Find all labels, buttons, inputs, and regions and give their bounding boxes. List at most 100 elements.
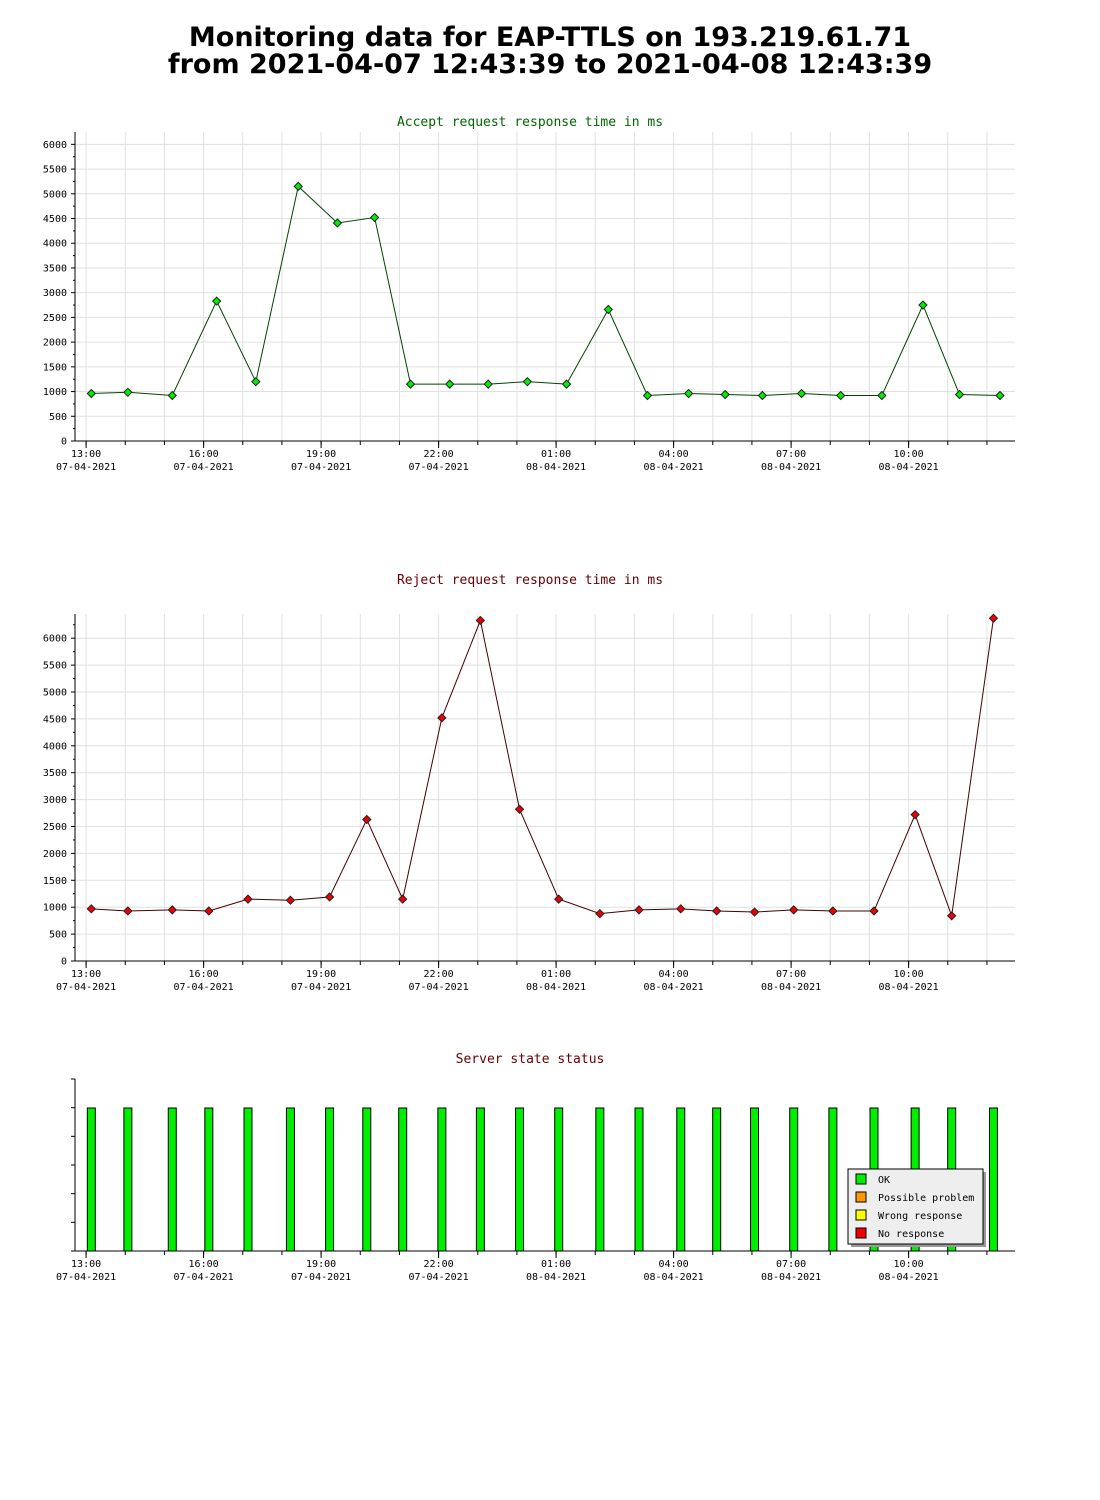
data-point: [285, 895, 296, 905]
status-bar: [789, 1107, 799, 1252]
x-tick-time-label: 01:00: [541, 969, 571, 980]
data-point: [946, 911, 957, 921]
data-point: [522, 376, 533, 387]
x-tick-date-label: 07-04-2021: [408, 1272, 468, 1283]
status-bar: [325, 1107, 335, 1252]
data-point: [749, 907, 760, 917]
data-point: [362, 814, 372, 825]
y-tick-label: 1500: [43, 362, 67, 373]
y-tick-label: 2000: [43, 338, 67, 349]
x-tick-time-label: 07:00: [776, 1259, 806, 1270]
title-line-2: from 2021-04-07 12:43:39 to 2021-04-08 1…: [167, 49, 933, 80]
status-bar: [712, 1107, 722, 1252]
data-point: [954, 389, 965, 400]
status-bar: [554, 1107, 564, 1252]
data-point: [369, 212, 380, 223]
status-bar: [285, 1107, 295, 1252]
x-tick-time-label: 04:00: [659, 969, 689, 980]
x-tick-time-label: 19:00: [306, 449, 336, 460]
x-tick-time-label: 19:00: [306, 1259, 336, 1270]
legend-box: [847, 1168, 984, 1245]
data-point: [988, 613, 999, 624]
y-tick-label: 3500: [43, 768, 67, 779]
x-tick-time-label: 19:00: [306, 969, 336, 980]
x-tick-date-label: 08-04-2021: [643, 1272, 703, 1283]
legend-swatch: [855, 1191, 867, 1203]
chart-3: Server state status 13:00 07-04-2021 16:00 0…: [56, 1052, 1015, 1283]
x-tick-time-label: 22:00: [424, 1259, 454, 1270]
status-bar: [243, 1107, 253, 1252]
y-tick-label: 4500: [43, 714, 67, 725]
y-tick-label: 1500: [43, 876, 67, 887]
y-tick-label: 1000: [43, 387, 67, 398]
x-tick-date-label: 07-04-2021: [173, 1272, 233, 1283]
x-tick-date-label: 08-04-2021: [761, 982, 821, 993]
data-point: [444, 379, 455, 389]
status-bar: [634, 1107, 644, 1252]
series-line: [91, 185, 1000, 397]
y-tick-label: 3500: [43, 263, 67, 274]
x-tick-date-label: 08-04-2021: [878, 462, 938, 473]
chart-1: Accept request response time in ms 0 500 10…: [43, 115, 1015, 473]
x-tick-date-label: 07-04-2021: [291, 462, 351, 473]
x-tick-date-label: 08-04-2021: [526, 1272, 586, 1283]
status-bar: [515, 1107, 525, 1252]
data-point: [167, 390, 177, 401]
data-point: [711, 906, 722, 916]
x-tick-time-label: 13:00: [71, 449, 101, 460]
data-point: [86, 904, 97, 914]
chart-title: Reject request response time in ms: [397, 573, 663, 588]
title-line-1: Monitoring data for EAP-TTLS on 193.219.…: [188, 22, 912, 53]
y-tick-label: 2500: [43, 313, 67, 324]
data-point: [293, 181, 303, 192]
x-tick-date-label: 08-04-2021: [526, 462, 586, 473]
x-tick-time-label: 16:00: [189, 969, 219, 980]
data-point: [204, 906, 214, 916]
x-tick-time-label: 16:00: [189, 449, 219, 460]
data-point: [828, 906, 838, 916]
status-bar: [398, 1107, 408, 1252]
legend-label: OK: [878, 1175, 890, 1186]
status-bar: [750, 1107, 760, 1252]
x-tick-time-label: 04:00: [659, 1259, 689, 1270]
y-tick-label: 6000: [43, 634, 67, 645]
data-point: [514, 804, 525, 814]
x-tick-date-label: 07-04-2021: [408, 982, 468, 993]
data-point: [918, 300, 928, 310]
legend-swatch: [855, 1173, 867, 1185]
y-tick-label: 0: [61, 437, 67, 448]
y-tick-label: 2000: [43, 849, 67, 860]
data-point: [995, 390, 1005, 401]
legend-swatch: [855, 1209, 867, 1221]
x-tick-date-label: 07-04-2021: [56, 462, 116, 473]
x-tick-date-label: 07-04-2021: [173, 462, 233, 473]
data-point: [789, 905, 799, 915]
data-point: [595, 908, 605, 919]
x-tick-time-label: 13:00: [71, 1259, 101, 1270]
data-point: [561, 379, 572, 389]
data-point: [251, 376, 261, 387]
status-bar: [167, 1107, 177, 1252]
data-point: [123, 387, 133, 398]
x-tick-time-label: 13:00: [71, 969, 101, 980]
data-point: [243, 894, 253, 904]
data-point: [483, 379, 493, 389]
y-tick-label: 4500: [43, 214, 67, 225]
status-bar: [362, 1107, 372, 1252]
x-tick-date-label: 07-04-2021: [56, 1272, 116, 1283]
x-tick-date-label: 08-04-2021: [761, 1272, 821, 1283]
data-point: [167, 905, 177, 915]
data-point: [676, 904, 686, 914]
legend-label: Possible problem: [878, 1193, 974, 1204]
data-point: [405, 379, 416, 389]
x-tick-time-label: 10:00: [894, 969, 924, 980]
y-tick-label: 4000: [43, 239, 67, 250]
legend-swatch: [855, 1227, 867, 1239]
x-tick-time-label: 22:00: [424, 449, 454, 460]
status-bar: [988, 1107, 998, 1252]
y-tick-label: 4000: [43, 741, 67, 752]
series-line: [91, 618, 994, 916]
status-bar: [595, 1107, 605, 1252]
data-point: [634, 905, 644, 915]
data-point: [877, 390, 887, 401]
